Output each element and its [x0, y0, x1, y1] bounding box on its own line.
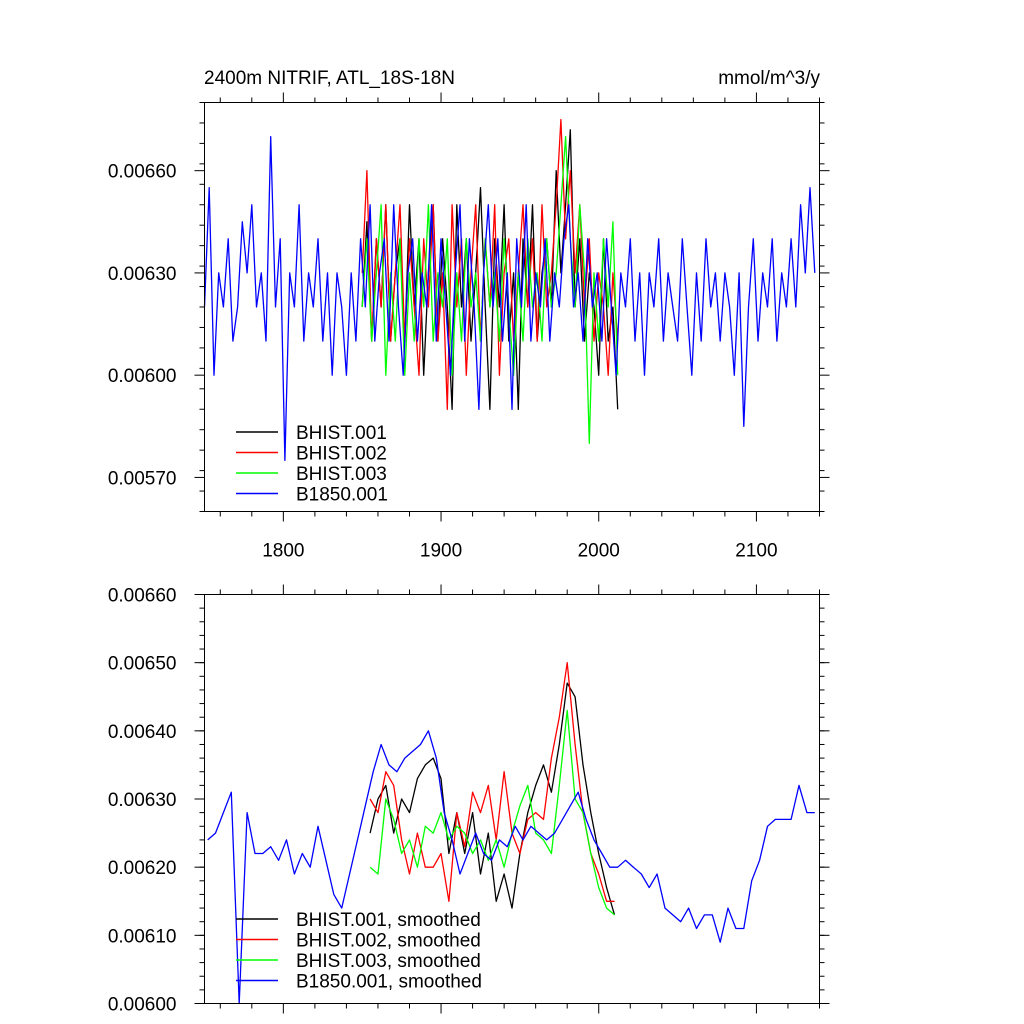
y-tick-label: 0.00630: [108, 790, 177, 811]
top-panel-title: 2400m NITRIF, ATL_18S-18N: [204, 68, 455, 89]
top-axis-ticks: 1800 1900 2000 2100 0.00570 0.00600 0.00630 0.0…: [108, 92, 830, 562]
y-tick-label: 0.00630: [108, 264, 177, 285]
legend-label: BHIST.001: [296, 423, 387, 444]
top-panel-units: mmol/m^3/y: [718, 68, 820, 89]
x-tick-label: 2100: [735, 541, 777, 562]
legend-label: BHIST.001, smoothed: [296, 910, 481, 931]
bottom-axis-ticks: 0.00600 0.00610 0.00620 0.00630 0.00640 0.006…: [108, 584, 830, 1016]
x-tick-label: 1900: [420, 541, 462, 562]
y-tick-label: 0.00610: [108, 926, 177, 947]
y-tick-label: 0.00650: [108, 654, 177, 675]
legend-label: BHIST.002, smoothed: [296, 931, 481, 952]
y-tick-label: 0.00600: [108, 995, 177, 1016]
series-line-b1850-001: [203, 135, 816, 462]
legend-label: BHIST.002: [296, 444, 387, 465]
y-tick-label: 0.00640: [108, 722, 177, 743]
series-line-bhist-002-smoothed: [369, 662, 615, 902]
y-tick-label: 0.00660: [108, 586, 177, 607]
series-line-bhist-003-smoothed: [369, 709, 615, 916]
series-line-bhist-003: [361, 135, 619, 444]
legend-label: B1850.001: [296, 485, 388, 506]
y-tick-label: 0.00660: [108, 162, 177, 183]
bottom-panel: 0.00600 0.00610 0.00620 0.00630 0.00640 0.006…: [108, 584, 830, 1016]
y-tick-label: 0.00620: [108, 858, 177, 879]
y-tick-label: 0.00600: [108, 366, 177, 387]
bottom-plot-area: [207, 662, 815, 1005]
legend-label: B1850.001, smoothed: [296, 972, 482, 993]
x-tick-label: 1800: [262, 541, 304, 562]
series-line-b1850-001-smoothed: [207, 730, 815, 1005]
legend-label: BHIST.003: [296, 464, 387, 485]
top-plot-area: [203, 118, 816, 462]
y-tick-label: 0.00570: [108, 468, 177, 489]
x-tick-label: 2000: [578, 541, 620, 562]
top-panel: 2400m NITRIF, ATL_18S-18N mmol/m^3/y 180…: [108, 68, 830, 562]
series-line-bhist-001-smoothed: [369, 682, 616, 916]
legend-label: BHIST.003, smoothed: [296, 951, 481, 972]
